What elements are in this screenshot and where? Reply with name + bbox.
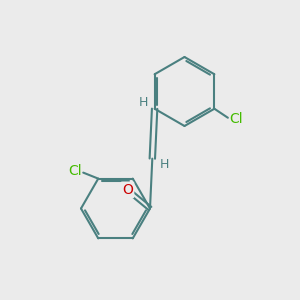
Text: H: H <box>160 158 170 170</box>
Text: O: O <box>122 183 133 197</box>
Text: Cl: Cl <box>230 112 243 126</box>
Text: H: H <box>160 158 170 170</box>
Text: H: H <box>139 96 148 109</box>
Text: Cl: Cl <box>68 164 82 178</box>
Text: H: H <box>139 96 148 109</box>
Text: O: O <box>122 183 133 197</box>
